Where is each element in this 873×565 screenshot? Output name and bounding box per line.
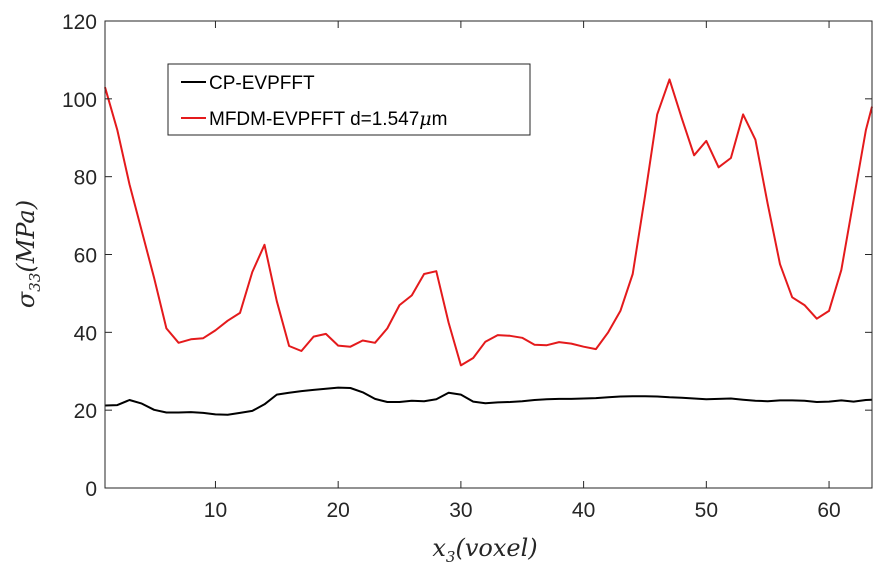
legend-label-series-2: MFDM-EVPFFT d=1.547μm — [209, 108, 447, 130]
y-tick-label: 20 — [74, 400, 97, 423]
series-line-1 — [104, 386, 873, 416]
x-tick-label: 40 — [572, 499, 595, 522]
x-tick-label: 50 — [695, 499, 718, 522]
legend-label-series-1: CP-EVPFFT — [209, 73, 315, 94]
y-tick-label: 40 — [74, 322, 97, 345]
legend: CP-EVPFFT MFDM-EVPFFT d=1.547μm — [167, 63, 531, 136]
legend-box — [167, 63, 531, 136]
y-tick-label: 100 — [62, 89, 97, 112]
y-tick-label: 80 — [74, 167, 97, 190]
x-tick-label: 10 — [204, 499, 227, 522]
y-tick-label: 120 — [62, 11, 97, 34]
ticks-layer: 10 20 30 40 50 60 0 20 40 60 80 100 120 — [62, 11, 872, 522]
x-axis-label: x3(voxel) — [432, 534, 537, 565]
y-axis-label: σ33(MPa) — [12, 200, 44, 308]
x-tick-label: 20 — [326, 499, 349, 522]
x-tick-label: 60 — [817, 499, 840, 522]
y-tick-label: 60 — [74, 245, 97, 268]
series-line-2 — [104, 78, 873, 367]
x-tick-label: 30 — [449, 499, 472, 522]
y-tick-label: 0 — [85, 478, 97, 501]
series-layer — [104, 78, 873, 416]
